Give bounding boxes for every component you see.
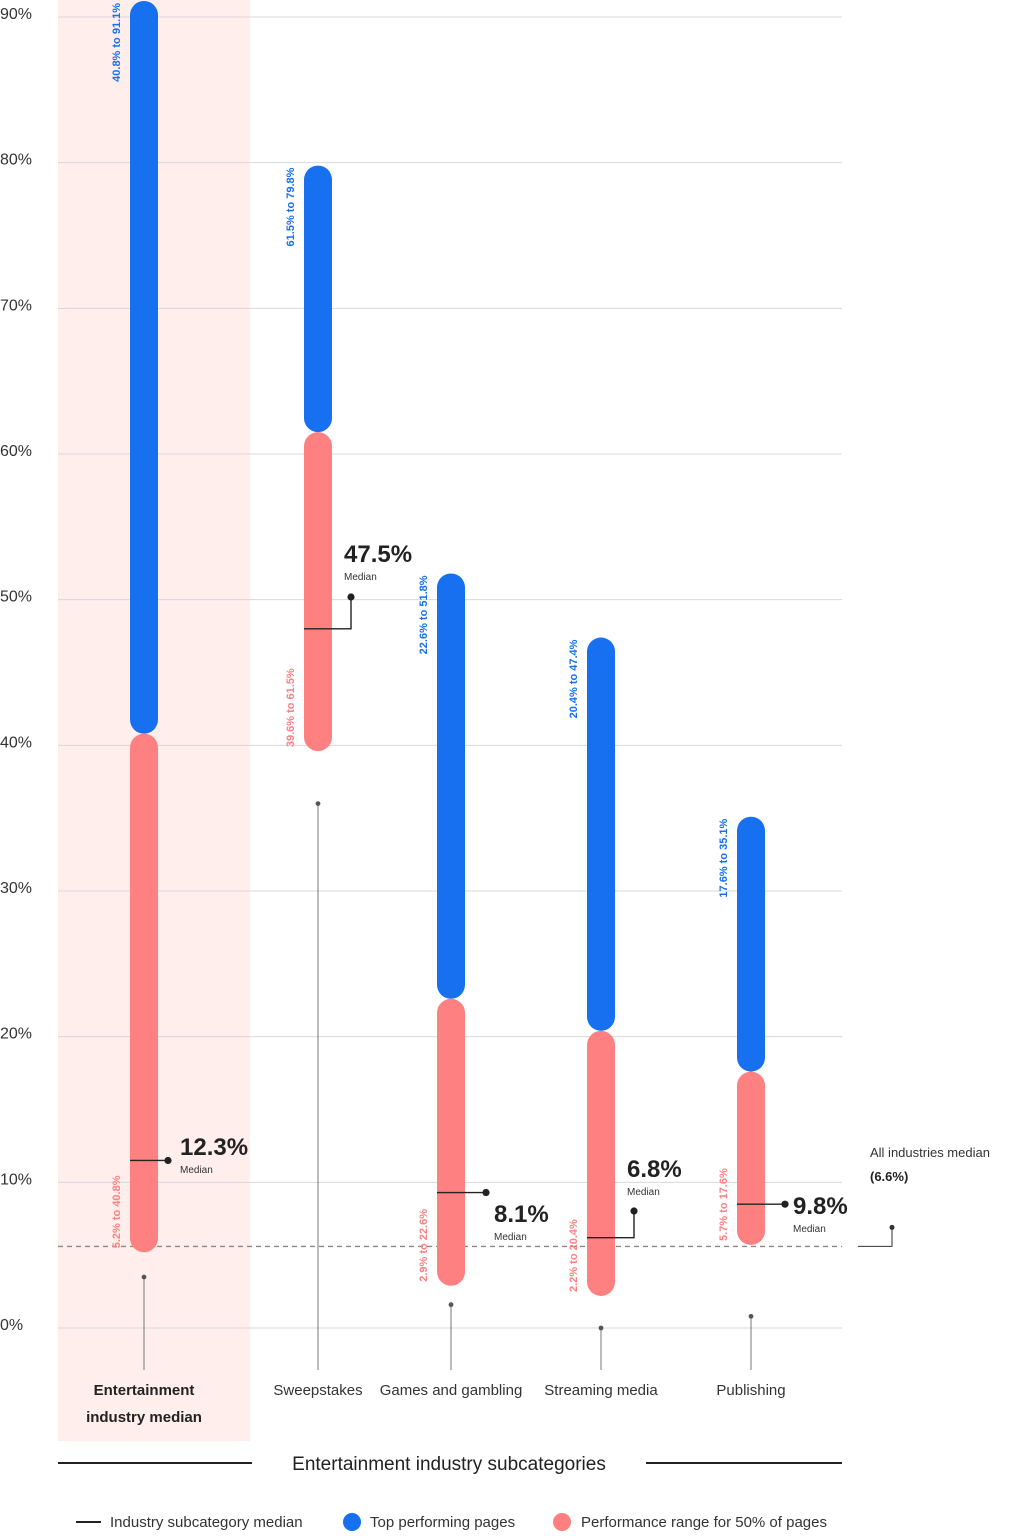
median-word-label: Median: [344, 572, 377, 583]
median-line: [304, 597, 352, 630]
category-group: 40.8% to 91.1% 5.2% to 40.8% 12.3% Median En…: [86, 0, 248, 1426]
legend-range-marker: [553, 1513, 571, 1531]
median-word-label: Median: [494, 1232, 527, 1243]
top-bar: [130, 0, 158, 734]
median-dot: [482, 1188, 490, 1197]
median-word-label: Median: [627, 1187, 660, 1198]
top-bar: [437, 573, 465, 999]
category-stem-dot: [315, 801, 321, 806]
median-value-label: 6.8%: [627, 1156, 682, 1183]
median-dot: [630, 1207, 638, 1215]
top-range-label: 17.6% to 35.1%: [718, 818, 730, 897]
y-tick-label: 80%: [0, 152, 32, 169]
median-dot: [347, 593, 355, 601]
median-dot: [164, 1156, 172, 1165]
top-range-label: 61.5% to 79.8%: [285, 167, 297, 246]
range-label: 5.2% to 40.8%: [111, 1175, 123, 1248]
top-bar: [587, 637, 615, 1031]
y-tick-label: 10%: [0, 1171, 32, 1188]
range-bar: [304, 432, 332, 752]
reference-connector: [858, 1228, 893, 1247]
category-label: industry median: [86, 1409, 202, 1426]
top-range-label: 22.6% to 51.8%: [418, 575, 430, 654]
median-value-label: 47.5%: [344, 541, 412, 568]
category-group: 20.4% to 47.4% 2.2% to 20.4% 6.8% Median Str…: [544, 637, 682, 1399]
category-stem-dot: [598, 1325, 604, 1331]
x-axis-title: Entertainment industry subcategories: [292, 1454, 606, 1475]
median-word-label: Median: [180, 1165, 213, 1176]
y-tick-label: 0%: [0, 1317, 23, 1334]
range-label: 5.7% to 17.6%: [718, 1168, 730, 1241]
category-group: 17.6% to 35.1% 5.7% to 17.6% 9.8% Median Pub…: [716, 816, 848, 1399]
y-tick-label: 60%: [0, 443, 32, 460]
reference-dot: [889, 1224, 895, 1230]
top-bar: [737, 816, 765, 1072]
median-dot: [781, 1200, 789, 1208]
y-tick-label: 40%: [0, 734, 32, 751]
legend-top-marker: [343, 1513, 361, 1531]
legend-label: Top performing pages: [370, 1514, 515, 1531]
range-bar: [130, 733, 158, 1253]
category-stem-dot: [141, 1274, 147, 1280]
range-label: 2.9% to 22.6%: [418, 1209, 430, 1282]
category-label: Streaming media: [544, 1382, 658, 1399]
y-tick-label: 90%: [0, 6, 32, 23]
category-group: 61.5% to 79.8% 39.6% to 61.5% 47.5% Median S…: [273, 165, 412, 1399]
category-label: Games and gambling: [380, 1382, 523, 1399]
median-line: [587, 1211, 635, 1239]
range-label: 39.6% to 61.5%: [285, 668, 297, 747]
category-stem-dot: [748, 1313, 754, 1319]
range-bar: [437, 998, 465, 1286]
reference-label: All industries median: [870, 1145, 990, 1160]
range-label: 2.2% to 20.4%: [568, 1219, 580, 1292]
y-tick-label: 70%: [0, 297, 32, 314]
top-range-label: 40.8% to 91.1%: [111, 3, 123, 82]
category-label: Sweepstakes: [273, 1382, 362, 1399]
y-tick-label: 20%: [0, 1026, 32, 1043]
median-value-label: 9.8%: [793, 1193, 848, 1220]
legend-label: Industry subcategory median: [110, 1514, 303, 1531]
range-bar: [737, 1071, 765, 1245]
range-bar: [587, 1030, 615, 1296]
y-tick-label: 50%: [0, 589, 32, 606]
category-stem-dot: [448, 1302, 454, 1308]
legend-label: Performance range for 50% of pages: [581, 1514, 827, 1531]
category-label: Publishing: [716, 1382, 785, 1399]
top-range-label: 20.4% to 47.4%: [568, 639, 580, 718]
top-bar: [304, 165, 332, 433]
median-value-label: 12.3%: [180, 1134, 248, 1161]
y-tick-label: 30%: [0, 880, 32, 897]
median-word-label: Median: [793, 1224, 826, 1235]
category-label: Entertainment: [94, 1382, 195, 1399]
category-group: 22.6% to 51.8% 2.9% to 22.6% 8.1% Median Gam…: [380, 573, 549, 1399]
reference-value-label: (6.6%): [870, 1169, 908, 1184]
median-value-label: 8.1%: [494, 1201, 549, 1228]
